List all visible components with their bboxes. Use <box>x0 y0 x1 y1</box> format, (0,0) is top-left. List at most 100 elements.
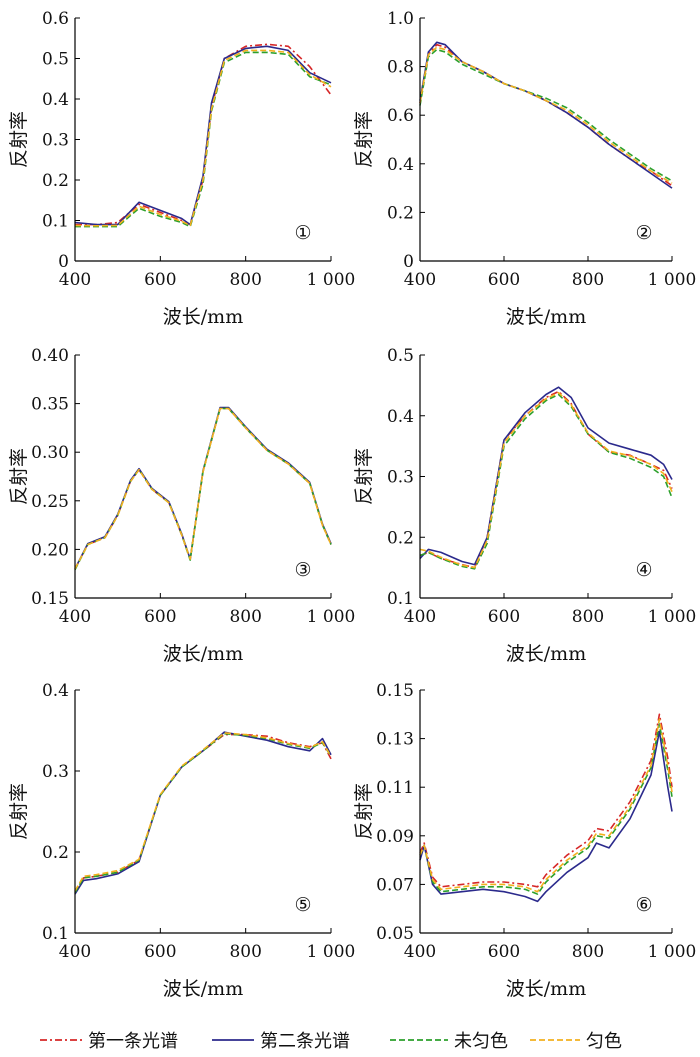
y-tick-label: 0.30 <box>31 443 69 463</box>
legend: 第一条光谱 第二条光谱 未匀色 匀色 <box>40 1031 622 1052</box>
x-tick-label: 800 <box>572 270 604 290</box>
x-tick-label: 1 000 <box>648 942 697 962</box>
series-line-3 <box>419 393 673 570</box>
y-tick-label: 0.09 <box>376 827 414 847</box>
panel-number-label: ⑤ <box>294 894 311 916</box>
x-tick-label: 1 000 <box>307 270 356 290</box>
legend-item-1: 第一条光谱 <box>40 1031 178 1052</box>
y-tick-label: 0.8 <box>387 58 414 78</box>
x-tick-label: 1 000 <box>648 270 697 290</box>
x-tick-label: 400 <box>404 270 436 290</box>
series-line-4 <box>74 407 332 570</box>
series-line-1 <box>419 43 673 187</box>
y-tick-label: 0.5 <box>387 346 414 366</box>
y-tick-label: 0.07 <box>376 875 414 895</box>
y-tick-label: 0.4 <box>387 407 414 427</box>
x-tick-label: 400 <box>59 942 91 962</box>
y-tick-label: 0.2 <box>42 843 69 863</box>
panel-6: 0.05 0.07 0.09 0.11 0.13 0.15 400 600 800 1 000 波长… <box>353 681 696 1000</box>
y-tick-label: 0.2 <box>387 528 414 548</box>
series-line-2 <box>74 45 332 226</box>
series-line-1 <box>74 407 332 570</box>
panel-number-label: ④ <box>635 559 652 581</box>
series-line-3 <box>419 723 673 895</box>
x-tick-label: 600 <box>144 607 176 627</box>
legend-label: 第二条光谱 <box>260 1031 350 1052</box>
series-line-3 <box>75 51 332 228</box>
series-line-3 <box>74 732 332 893</box>
panel-4: 0.1 0.2 0.3 0.4 0.5 400 600 800 1 000 波长/mm 反射率 ④ <box>353 346 696 665</box>
legend-item-2: 第二条光谱 <box>212 1031 350 1052</box>
panel-number-label: ② <box>635 222 652 244</box>
series-line-2 <box>419 386 673 566</box>
x-tick-label: 600 <box>488 942 520 962</box>
x-tick-label: 1 000 <box>648 607 697 627</box>
y-axis-label: 反射率 <box>353 783 375 840</box>
x-tick-label: 600 <box>144 942 176 962</box>
panel-number-label: ① <box>294 222 311 244</box>
series-line-1 <box>419 713 673 888</box>
series-line-4 <box>419 391 673 569</box>
y-axis-label: 反射率 <box>353 448 375 505</box>
y-tick-label: 0.05 <box>376 924 414 944</box>
y-tick-label: 0.40 <box>31 346 69 366</box>
y-tick-label: 0 <box>403 252 414 272</box>
series-line-4 <box>419 46 673 184</box>
x-tick-label: 400 <box>404 942 436 962</box>
y-tick-label: 0.11 <box>376 778 414 798</box>
y-tick-label: 0.1 <box>42 924 69 944</box>
x-axis-label: 波长/mm <box>506 978 586 1000</box>
series-line-3 <box>74 407 332 571</box>
y-tick-label: 0.5 <box>42 50 69 70</box>
y-tick-label: 0.4 <box>42 90 69 110</box>
y-tick-label: 0.3 <box>42 762 69 782</box>
y-tick-label: 0.4 <box>42 681 69 701</box>
y-axis-label: 反射率 <box>353 111 375 168</box>
y-tick-label: 0.3 <box>42 131 69 151</box>
legend-label: 第一条光谱 <box>88 1031 178 1052</box>
x-axis-label: 波长/mm <box>163 643 243 665</box>
series-line-4 <box>74 732 332 892</box>
panel-1: 0 0.1 0.2 0.3 0.4 0.5 0.6 400 600 800 1 000 波长/mm 反射… <box>8 9 355 328</box>
x-tick-label: 800 <box>229 270 261 290</box>
panel-3: 0.15 0.20 0.25 0.30 0.35 0.40 400 600 800 1 000 波长… <box>8 346 355 665</box>
x-tick-label: 800 <box>229 607 261 627</box>
panel-number-label: ③ <box>294 559 311 581</box>
y-tick-label: 0.3 <box>387 468 414 488</box>
x-tick-label: 600 <box>488 607 520 627</box>
y-tick-label: 0.1 <box>42 212 69 232</box>
y-axis-label: 反射率 <box>8 111 30 168</box>
y-tick-label: 0.15 <box>376 681 414 701</box>
series-line-4 <box>74 49 332 227</box>
series-line-2 <box>74 406 332 570</box>
x-tick-label: 400 <box>59 607 91 627</box>
y-tick-label: 0.2 <box>387 203 414 223</box>
x-tick-label: 800 <box>229 942 261 962</box>
y-tick-label: 0.15 <box>31 589 69 609</box>
x-axis-label: 波长/mm <box>506 643 586 665</box>
y-tick-label: 0.1 <box>387 589 414 609</box>
y-tick-label: 0.25 <box>31 492 69 512</box>
series-line-1 <box>74 733 332 893</box>
x-tick-label: 400 <box>404 607 436 627</box>
legend-label: 匀色 <box>586 1031 622 1052</box>
x-axis-label: 波长/mm <box>506 306 586 328</box>
legend-item-3: 未匀色 <box>390 1031 508 1052</box>
x-tick-label: 800 <box>572 607 604 627</box>
y-tick-label: 1.0 <box>387 9 414 29</box>
panel-number-label: ⑥ <box>635 894 652 916</box>
legend-item-4: 匀色 <box>530 1031 622 1052</box>
x-axis-label: 波长/mm <box>163 306 243 328</box>
x-tick-label: 1 000 <box>307 942 356 962</box>
x-tick-label: 600 <box>488 270 520 290</box>
y-tick-label: 0.6 <box>42 9 69 29</box>
y-tick-label: 0.4 <box>387 155 414 175</box>
panel-2: 0 0.2 0.4 0.6 0.8 1.0 400 600 800 1 000 波长/mm 反射率 ② <box>353 9 696 328</box>
panel-5: 0.1 0.2 0.3 0.4 400 600 800 1 000 波长/mm 反射率 ⑤ <box>8 681 355 1000</box>
y-tick-label: 0.13 <box>376 730 414 750</box>
series-line-2 <box>74 731 332 895</box>
x-tick-label: 800 <box>572 942 604 962</box>
series-line-2 <box>419 41 673 189</box>
y-tick-label: 0.20 <box>31 540 69 560</box>
